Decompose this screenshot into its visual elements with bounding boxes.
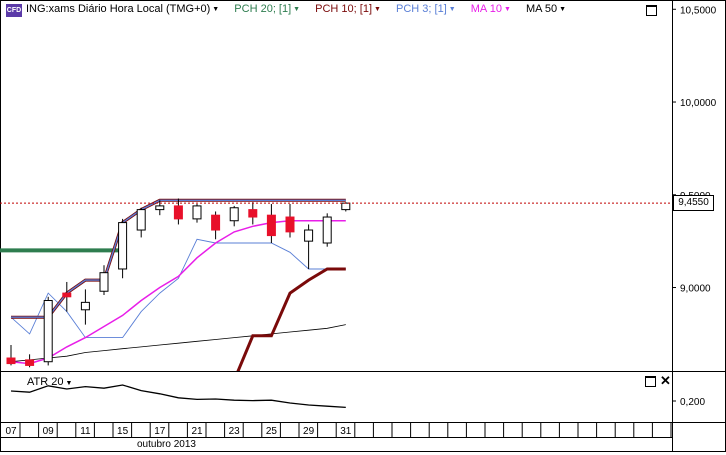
ma50-line [10,324,346,363]
candle-body [229,207,239,222]
chevron-down-icon: ▼ [559,5,567,13]
candle-body [25,359,35,366]
candle-body [62,292,72,298]
cfd-badge: CFD [6,4,22,17]
candle-body [211,214,221,231]
candle-body [266,214,276,237]
atr-tick-label: 0,200 [680,397,705,408]
x-tick-label: 07 [5,426,17,437]
close-subpanel-icon[interactable]: ✕ [660,373,671,388]
legend-item-ma50[interactable]: MA 50 ▼ [526,3,566,15]
x-tick-label: 11 [80,426,91,437]
chevron-down-icon: ▼ [212,5,220,13]
symbol-title[interactable]: ING:xams Diário Hora Local (TMG+0) ▼ [26,3,219,15]
candle-body [99,272,109,292]
ma10-line [10,219,346,365]
candle-body [136,209,146,231]
legend-label-ma50: MA 50 [525,3,558,15]
x-tick-label: 31 [340,426,352,437]
y-tick-label: 10,5000 [680,5,717,16]
x-tick-label: 09 [43,426,55,437]
chevron-down-icon: ▼ [448,5,456,13]
candle-body [155,205,165,211]
month-label: outubro 2013 [137,439,196,450]
candle-body [118,222,128,270]
symbol-label: ING:xams Diário Hora Local (TMG+0) [26,3,211,15]
chevron-down-icon: ▼ [503,5,511,13]
candle-body [173,205,183,220]
x-tick-label: 21 [191,426,203,437]
candle-body [285,216,295,233]
candle-body [192,205,202,220]
chart-legend: ING:xams Diário Hora Local (TMG+0) ▼ PCH … [26,3,578,18]
x-tick-label: 29 [303,426,315,437]
candle-body [43,300,53,363]
chevron-down-icon: ▼ [65,380,73,387]
last-price-tag: 9,4550 [673,195,714,211]
candle-body [341,202,351,211]
pch10-lower-line [236,267,346,371]
atr-plot [10,384,346,409]
chevron-down-icon: ▼ [374,5,381,13]
atr-line [10,384,346,409]
y-tick-label: 9,0000 [680,284,711,295]
maximize-subpanel-icon[interactable] [645,376,656,387]
x-tick-label: 23 [229,426,241,437]
x-tick-label: 17 [154,426,166,437]
legend-item-pch10[interactable]: PCH 10; [1] ▼ [315,3,381,15]
legend-label-pch20: PCH 20; [1] [234,3,292,15]
candle-body [80,301,90,311]
legend-item-pch20[interactable]: PCH 20; [1] ▼ [234,3,300,15]
candle-body [322,216,332,244]
legend-item-pch3[interactable]: PCH 3; [1] ▼ [396,3,456,15]
maximize-panel-icon[interactable] [646,5,657,16]
atr-legend[interactable]: ATR 20 ▼ [27,376,72,388]
legend-label-pch3: PCH 3; [1] [396,3,447,15]
candle-body [304,229,314,242]
x-tick-label: 15 [117,426,129,437]
x-tick-label: 25 [266,426,278,437]
chevron-down-icon: ▼ [293,5,301,13]
main-plot [0,198,351,371]
candle-body [6,357,16,365]
legend-label-pch10: PCH 10; [1] [315,3,373,15]
legend-item-ma10[interactable]: MA 10 ▼ [471,3,511,15]
candle-body [248,209,258,218]
y-tick-label: 10,0000 [680,98,717,109]
atr-label: ATR 20 [27,376,64,388]
legend-label-ma10: MA 10 [470,3,502,15]
